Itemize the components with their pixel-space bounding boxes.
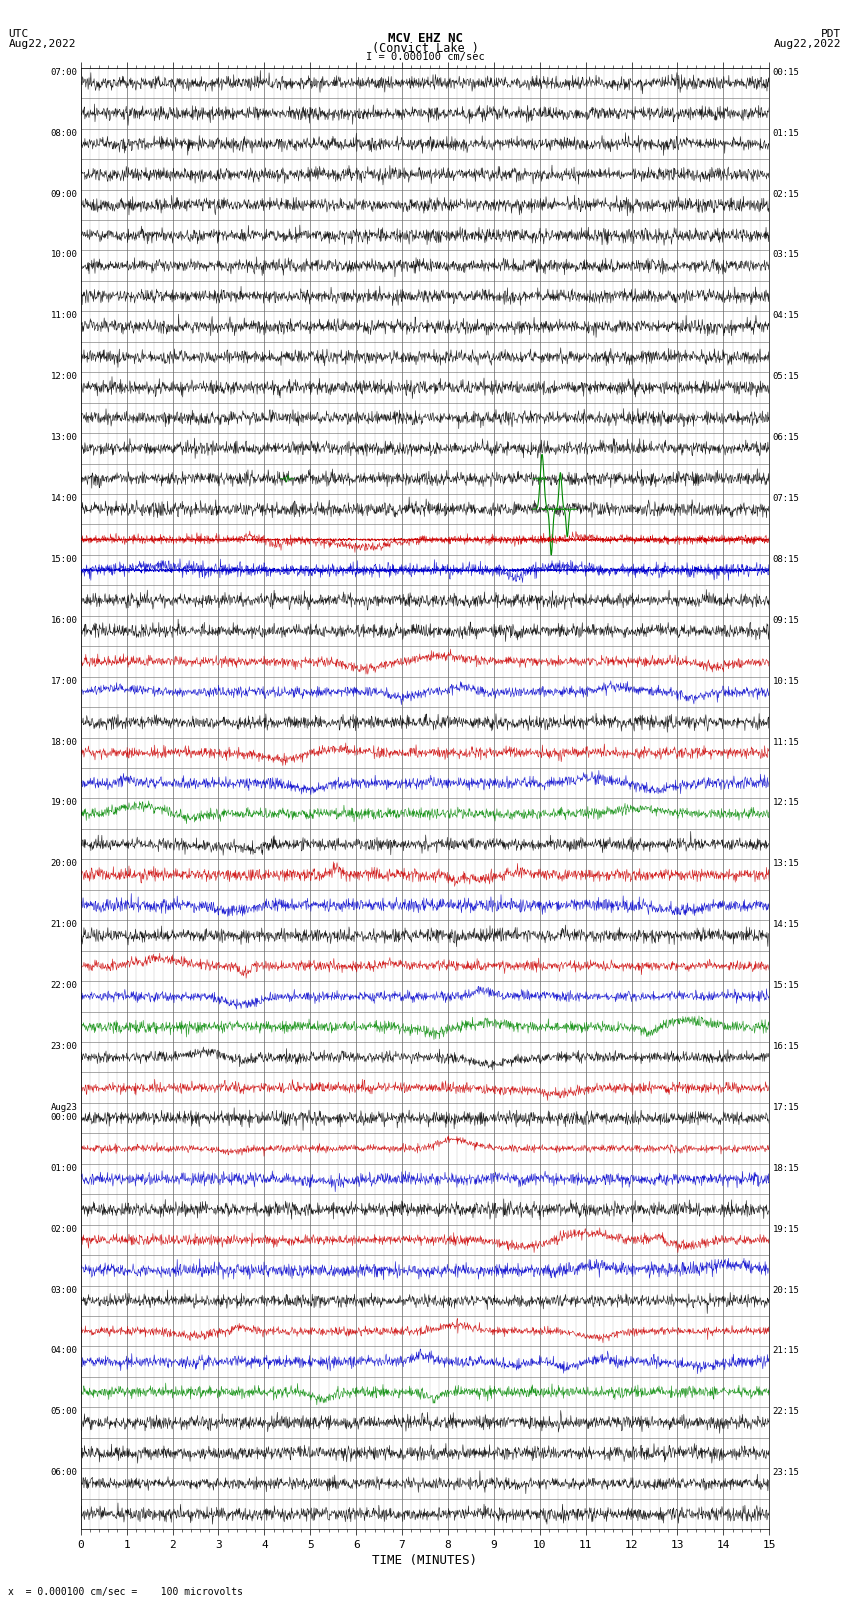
Text: 04:00: 04:00 [50,1347,77,1355]
Text: 12:00: 12:00 [50,373,77,381]
Text: 18:15: 18:15 [773,1165,800,1173]
Text: 09:15: 09:15 [773,616,800,624]
Text: 23:00: 23:00 [50,1042,77,1052]
Text: 17:00: 17:00 [50,677,77,686]
Text: 23:15: 23:15 [773,1468,800,1478]
Text: 20:00: 20:00 [50,860,77,868]
Text: 16:15: 16:15 [773,1042,800,1052]
Text: UTC: UTC [8,29,29,39]
Text: x  = 0.000100 cm/sec =    100 microvolts: x = 0.000100 cm/sec = 100 microvolts [8,1587,243,1597]
Text: 09:00: 09:00 [50,190,77,198]
Text: 06:15: 06:15 [773,434,800,442]
Text: 11:00: 11:00 [50,311,77,321]
Text: 07:00: 07:00 [50,68,77,77]
Text: 06:00: 06:00 [50,1468,77,1478]
Text: 21:00: 21:00 [50,919,77,929]
Text: Aug22,2022: Aug22,2022 [774,39,842,48]
Text: 01:15: 01:15 [773,129,800,137]
Text: Aug23
00:00: Aug23 00:00 [50,1103,77,1123]
Text: 17:15: 17:15 [773,1103,800,1111]
Text: 21:15: 21:15 [773,1347,800,1355]
Text: Aug22,2022: Aug22,2022 [8,39,76,48]
Text: 01:00: 01:00 [50,1165,77,1173]
Text: 08:00: 08:00 [50,129,77,137]
Text: 13:15: 13:15 [773,860,800,868]
Text: 19:00: 19:00 [50,798,77,808]
Text: 22:00: 22:00 [50,981,77,990]
Text: 10:15: 10:15 [773,677,800,686]
Text: 03:00: 03:00 [50,1286,77,1295]
Text: 10:00: 10:00 [50,250,77,260]
Text: 18:00: 18:00 [50,737,77,747]
Text: 04:15: 04:15 [773,311,800,321]
Text: 02:00: 02:00 [50,1224,77,1234]
Text: 19:15: 19:15 [773,1224,800,1234]
Text: 12:15: 12:15 [773,798,800,808]
Text: 11:15: 11:15 [773,737,800,747]
Text: 05:15: 05:15 [773,373,800,381]
Text: (Convict Lake ): (Convict Lake ) [371,42,479,55]
Text: 03:15: 03:15 [773,250,800,260]
Text: 07:15: 07:15 [773,494,800,503]
Text: 00:15: 00:15 [773,68,800,77]
X-axis label: TIME (MINUTES): TIME (MINUTES) [372,1553,478,1566]
Text: 22:15: 22:15 [773,1407,800,1416]
Text: 14:00: 14:00 [50,494,77,503]
Text: 20:15: 20:15 [773,1286,800,1295]
Text: 08:15: 08:15 [773,555,800,565]
Text: PDT: PDT [821,29,842,39]
Text: MCV EHZ NC: MCV EHZ NC [388,32,462,45]
Text: 05:00: 05:00 [50,1407,77,1416]
Text: I = 0.000100 cm/sec: I = 0.000100 cm/sec [366,52,484,61]
Text: 16:00: 16:00 [50,616,77,624]
Text: 02:15: 02:15 [773,190,800,198]
Text: 15:15: 15:15 [773,981,800,990]
Text: 15:00: 15:00 [50,555,77,565]
Text: 14:15: 14:15 [773,919,800,929]
Text: 13:00: 13:00 [50,434,77,442]
